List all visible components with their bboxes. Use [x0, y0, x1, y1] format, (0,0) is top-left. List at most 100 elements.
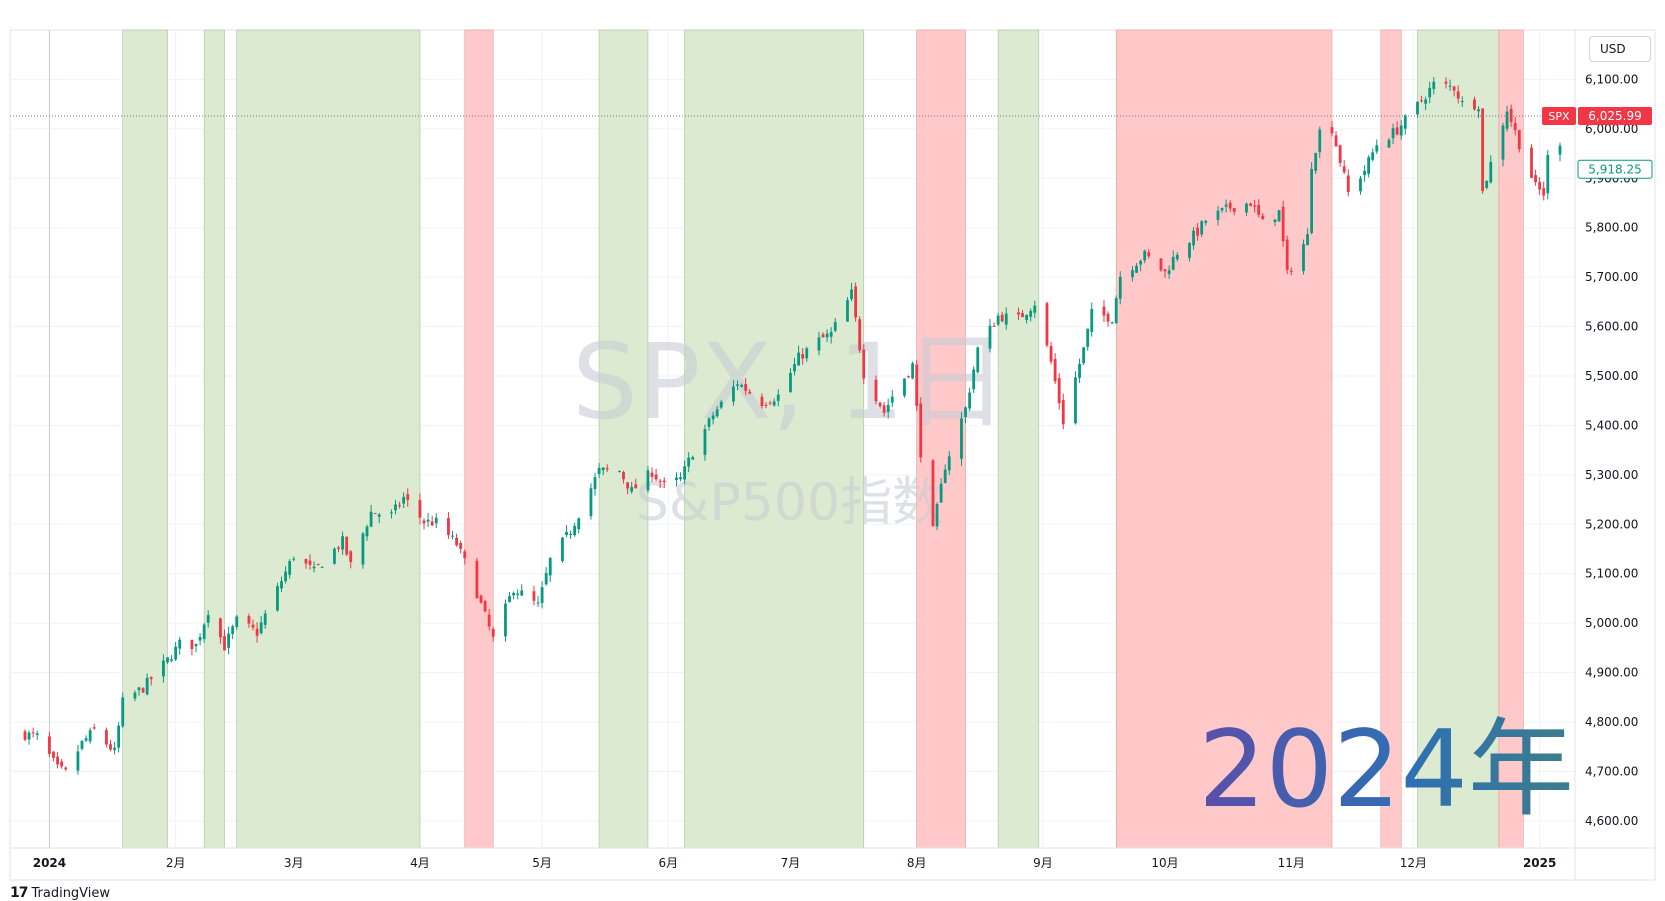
- candle-body: [1452, 86, 1456, 91]
- candle: [833, 318, 837, 333]
- tradingview-logo[interactable]: 17 TradingView: [10, 885, 110, 901]
- candle-body: [817, 337, 821, 351]
- x-tick-label: 4月: [410, 856, 430, 870]
- candle: [964, 406, 967, 424]
- candle: [316, 563, 320, 566]
- price-labels: SPX 6,025.99 5,918.25: [1542, 107, 1653, 179]
- candle: [622, 470, 625, 484]
- x-tick-label: 6月: [658, 856, 678, 870]
- y-tick-label: 4,700.00: [1585, 764, 1638, 778]
- candle: [540, 581, 544, 609]
- candle: [512, 591, 515, 600]
- candle-body: [703, 429, 707, 455]
- candle-body: [679, 477, 682, 480]
- candle: [149, 676, 153, 686]
- candle: [935, 502, 939, 531]
- candle-body: [1310, 168, 1314, 233]
- y-tick-label: 4,900.00: [1585, 666, 1638, 680]
- candle: [829, 327, 833, 344]
- candle-body: [569, 533, 572, 536]
- candle-body: [1192, 230, 1195, 246]
- candle-body: [821, 334, 825, 338]
- candle-body: [630, 487, 634, 492]
- candle-body: [1302, 244, 1305, 272]
- candle-body: [1489, 161, 1493, 183]
- candle-body: [455, 537, 458, 546]
- candle: [679, 472, 682, 482]
- x-tick-label: 11月: [1278, 856, 1305, 870]
- candle-body: [1456, 91, 1460, 99]
- candle-body: [1285, 239, 1289, 270]
- candle-body: [1220, 207, 1224, 211]
- candle-body: [736, 384, 739, 386]
- candle: [1224, 199, 1228, 213]
- candle-body: [178, 639, 182, 649]
- candle-body: [935, 504, 939, 527]
- candle-body: [434, 517, 438, 524]
- y-tick-label: 4,800.00: [1585, 715, 1638, 729]
- candle: [1444, 77, 1448, 89]
- candle: [1371, 148, 1375, 162]
- candle-body: [1049, 346, 1053, 362]
- candle: [1167, 265, 1171, 279]
- candle: [1196, 223, 1200, 241]
- candle: [744, 377, 748, 396]
- highlight-band-green: [236, 29, 421, 849]
- candle-body: [1513, 123, 1517, 131]
- candle-body: [601, 467, 605, 471]
- candle-body: [907, 376, 910, 378]
- candle: [646, 465, 650, 494]
- candle: [683, 460, 687, 485]
- candle-body: [540, 587, 544, 604]
- candle: [919, 397, 923, 463]
- candle-body: [793, 363, 796, 372]
- candle: [1342, 160, 1346, 174]
- candle: [259, 616, 263, 635]
- candle: [878, 402, 882, 409]
- candle-body: [1204, 220, 1208, 223]
- candle: [675, 472, 678, 487]
- candle: [422, 518, 426, 530]
- candle-body: [874, 379, 878, 402]
- candle: [850, 282, 853, 302]
- candle-body: [52, 751, 55, 758]
- candle-body: [996, 315, 1000, 325]
- candle: [1448, 79, 1452, 91]
- candle-body: [227, 633, 230, 648]
- candle-body: [1131, 270, 1134, 278]
- highlight-band-green: [598, 29, 649, 849]
- candle-body: [947, 456, 951, 471]
- candle: [1359, 175, 1362, 195]
- candle-body: [48, 736, 51, 754]
- candle: [597, 463, 601, 479]
- candle-body: [1424, 99, 1428, 104]
- candle-body: [1143, 250, 1147, 261]
- candle: [247, 613, 251, 628]
- candle: [390, 509, 393, 519]
- candle: [548, 557, 552, 582]
- candle-body: [198, 637, 202, 641]
- candle: [1045, 301, 1049, 348]
- candle: [1057, 372, 1061, 410]
- candle: [577, 517, 581, 534]
- candle-body: [1432, 81, 1436, 90]
- y-tick-label: 5,100.00: [1585, 567, 1638, 581]
- candle: [544, 567, 548, 586]
- candle: [903, 378, 906, 398]
- candle-body: [1249, 203, 1252, 206]
- candle: [349, 550, 353, 569]
- current-price-tag: [1578, 107, 1652, 126]
- candle-body: [170, 659, 173, 661]
- candle-body: [390, 512, 393, 514]
- currency-button[interactable]: USD: [1589, 36, 1651, 62]
- candle-body: [597, 467, 601, 475]
- candle: [145, 673, 149, 696]
- candle: [1513, 116, 1517, 136]
- candle-body: [1102, 306, 1106, 316]
- candle: [1139, 259, 1143, 272]
- candle-body: [573, 525, 577, 536]
- highlight-band-red: [1115, 29, 1333, 849]
- candle: [235, 614, 239, 630]
- candle: [793, 357, 796, 376]
